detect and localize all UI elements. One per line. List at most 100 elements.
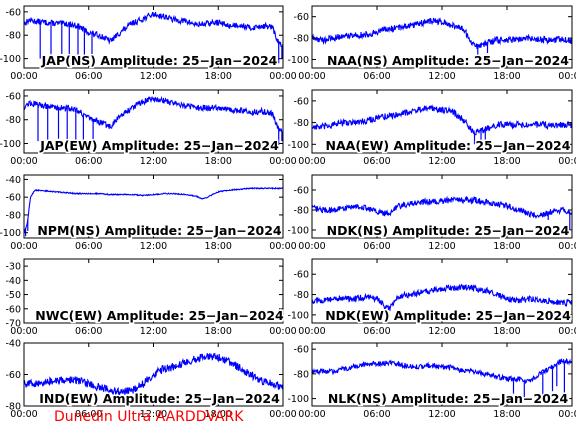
ytick-label-nwc-ew-2: -50 xyxy=(5,290,21,301)
panel-title-ndk-ew: NDK(EW) Amplitude: 25−Jan−2024 xyxy=(325,308,571,323)
trace-ndk-ns xyxy=(312,195,572,220)
panel-title-jap-ew: JAP(EW) Amplitude: 25−Jan−2024 xyxy=(39,138,279,153)
panel-title-nlk-ns: NLK(NS) Amplitude: 25−Jan−2024 xyxy=(328,391,569,406)
xtick-label-naa-ew-1: 06:00 xyxy=(363,156,390,167)
ytick-label-npm-ns-3: -40 xyxy=(5,175,21,186)
ytick-label-ndk-ns-2: -60 xyxy=(293,186,309,197)
panel-title-ind-ew: IND(EW) Amplitude: 25−Jan−2024 xyxy=(39,391,280,406)
xtick-label-naa-ew-2: 12:00 xyxy=(428,156,455,167)
trace-naa-ns xyxy=(312,16,572,49)
ytick-label-jap-ew-1: -80 xyxy=(5,115,21,126)
xtick-label-nlk-ns-4: 00:00 xyxy=(558,409,576,420)
xtick-label-ndk-ns-0: 00:00 xyxy=(298,241,325,252)
xtick-label-nwc-ew-0: 00:00 xyxy=(10,326,37,337)
xtick-label-jap-ns-3: 18:00 xyxy=(205,71,232,82)
ytick-label-naa-ew-0: -100 xyxy=(287,140,309,151)
ytick-label-nwc-ew-3: -40 xyxy=(5,276,21,287)
ytick-label-jap-ns-0: -100 xyxy=(0,54,21,65)
ytick-label-nwc-ew-0: -70 xyxy=(5,319,21,330)
xtick-label-nwc-ew-4: 00:00 xyxy=(269,326,296,337)
station-footer: Dunedin Ultra AARDDVARK xyxy=(54,409,244,425)
trace-ndk-ew xyxy=(312,283,572,311)
xtick-label-ind-ew-0: 00:00 xyxy=(10,409,37,420)
ytick-label-naa-ns-0: -100 xyxy=(287,55,309,66)
panel-jap-ns: -100 -80 -60 00:00 06:00 12:00 18:00 00:00 JAP(N… xyxy=(0,5,297,82)
xtick-label-ndk-ns-2: 12:00 xyxy=(428,241,455,252)
xtick-label-npm-ns-2: 12:00 xyxy=(140,241,167,252)
xtick-label-naa-ns-4: 00:00 xyxy=(558,71,576,82)
xtick-label-ndk-ew-0: 00:00 xyxy=(298,326,325,337)
xtick-label-jap-ns-4: 00:00 xyxy=(269,71,296,82)
xtick-label-npm-ns-1: 06:00 xyxy=(75,241,102,252)
xtick-label-nlk-ns-2: 12:00 xyxy=(428,409,455,420)
xtick-label-jap-ew-3: 18:00 xyxy=(205,156,232,167)
xtick-label-nwc-ew-2: 12:00 xyxy=(140,326,167,337)
xtick-label-jap-ew-4: 00:00 xyxy=(269,156,296,167)
ytick-label-nwc-ew-1: -60 xyxy=(5,304,21,315)
panel-title-nwc-ew: NWC(EW) Amplitude: 25−Jan−2024 xyxy=(35,308,284,323)
ytick-label-jap-ew-0: -100 xyxy=(0,139,21,150)
trace-jap-ew xyxy=(24,95,283,136)
panel-title-naa-ew: NAA(EW) Amplitude: 25−Jan−2024 xyxy=(326,138,571,153)
xtick-label-jap-ew-2: 12:00 xyxy=(140,156,167,167)
xtick-label-nwc-ew-3: 18:00 xyxy=(205,326,232,337)
ytick-label-naa-ew-2: -60 xyxy=(293,96,309,107)
xtick-label-nlk-ns-3: 18:00 xyxy=(493,409,520,420)
xtick-label-ind-ew-3: 18:00 xyxy=(205,409,232,420)
xtick-label-ndk-ns-1: 06:00 xyxy=(363,241,390,252)
panel-title-naa-ns: NAA(NS) Amplitude: 25−Jan−2024 xyxy=(327,53,569,68)
ytick-label-ind-ew-0: -80 xyxy=(5,402,21,413)
panel-title-npm-ns: NPM(NS) Amplitude: 25−Jan−2024 xyxy=(37,223,282,238)
panel-title-jap-ns: JAP(NS) Amplitude: 25−Jan−2024 xyxy=(41,53,278,68)
xtick-label-ndk-ew-4: 00:00 xyxy=(558,326,576,337)
ytick-label-npm-ns-1: -80 xyxy=(5,210,21,221)
xtick-label-jap-ns-2: 12:00 xyxy=(140,71,167,82)
xtick-label-naa-ew-0: 00:00 xyxy=(298,156,325,167)
trace-npm-ns xyxy=(24,186,283,233)
xtick-label-npm-ns-4: 00:00 xyxy=(269,241,296,252)
xtick-label-npm-ns-0: 00:00 xyxy=(10,241,37,252)
xtick-label-jap-ew-1: 06:00 xyxy=(75,156,102,167)
ytick-label-nlk-ns-1: -80 xyxy=(293,369,309,380)
ytick-label-jap-ew-2: -60 xyxy=(5,91,21,102)
ytick-label-ndk-ns-0: -100 xyxy=(287,226,309,237)
trace-naa-ew xyxy=(312,104,572,136)
ytick-label-ind-ew-1: -60 xyxy=(5,370,21,381)
xtick-label-naa-ew-4: 00:00 xyxy=(558,156,576,167)
trace-jap-ns xyxy=(24,11,283,48)
ytick-label-ind-ew-2: -40 xyxy=(5,339,21,350)
xtick-label-ind-ew-1: 06:00 xyxy=(75,409,102,420)
panel-nlk-ns: -100-80-6000:0006:0012:0018:0000:00NLK(N… xyxy=(287,342,576,420)
panel-ndk-ew: -100-80-6000:0006:0012:0018:0000:00NDK(E… xyxy=(287,258,576,337)
ytick-label-naa-ns-2: -60 xyxy=(293,12,309,23)
xtick-label-naa-ns-1: 06:00 xyxy=(363,71,390,82)
trace-ind-ew xyxy=(24,352,283,397)
ytick-label-ndk-ew-1: -80 xyxy=(293,290,309,301)
xtick-label-ndk-ew-2: 12:00 xyxy=(428,326,455,337)
ytick-label-nlk-ns-0: -100 xyxy=(287,394,309,405)
xtick-label-ndk-ns-3: 18:00 xyxy=(493,241,520,252)
ytick-label-ndk-ns-1: -80 xyxy=(293,206,309,217)
xtick-label-ndk-ew-3: 18:00 xyxy=(493,326,520,337)
ytick-label-npm-ns-0: -100 xyxy=(0,228,21,239)
xtick-label-ind-ew-2: 12:00 xyxy=(140,409,167,420)
panel-title-ndk-ns: NDK(NS) Amplitude: 25−Jan−2024 xyxy=(327,223,570,238)
xtick-label-ind-ew-4: 00:00 xyxy=(269,409,296,420)
xtick-label-nlk-ns-1: 06:00 xyxy=(363,409,390,420)
ytick-label-nlk-ns-2: -60 xyxy=(293,345,309,356)
ytick-label-ndk-ew-0: -100 xyxy=(287,310,309,321)
xtick-label-naa-ns-0: 00:00 xyxy=(298,71,325,82)
xtick-label-naa-ew-3: 18:00 xyxy=(493,156,520,167)
xtick-label-jap-ew-0: 00:00 xyxy=(10,156,37,167)
xtick-label-jap-ns-1: 06:00 xyxy=(75,71,102,82)
panel-naa-ns: -100-80-6000:0006:0012:0018:0000:00NAA(N… xyxy=(287,5,576,82)
xtick-label-naa-ns-2: 12:00 xyxy=(428,71,455,82)
xtick-label-jap-ns-0: 00:00 xyxy=(10,71,37,82)
xtick-label-nlk-ns-0: 00:00 xyxy=(298,409,325,420)
xtick-label-npm-ns-3: 18:00 xyxy=(205,241,232,252)
panel-nwc-ew: -70 -60 -50 -40 -30 00:00 06:00 12:00 18:00 00:00… xyxy=(5,258,297,337)
xtick-label-ndk-ew-1: 06:00 xyxy=(363,326,390,337)
